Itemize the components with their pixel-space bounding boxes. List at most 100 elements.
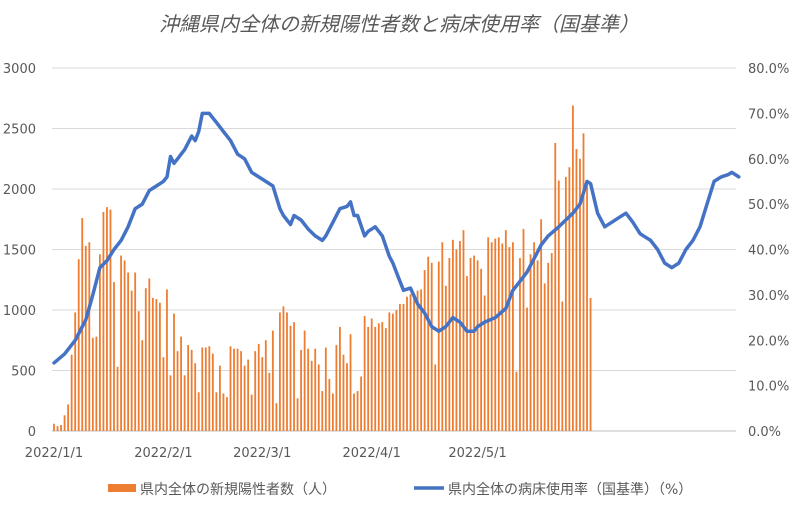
bar bbox=[102, 211, 105, 431]
bar bbox=[148, 278, 151, 431]
bar bbox=[328, 378, 331, 431]
bar bbox=[339, 326, 341, 431]
legend-line-label: 県内全体の病床使用率（国基準）（%） bbox=[448, 481, 692, 498]
bar bbox=[423, 270, 426, 431]
bar bbox=[540, 219, 543, 431]
bar bbox=[286, 312, 288, 431]
bar bbox=[388, 312, 391, 431]
right-tick-label: 30.0% bbox=[748, 289, 789, 304]
bar bbox=[508, 247, 511, 431]
legend-bar-label: 県内全体の新規陽性者数（人） bbox=[140, 481, 336, 498]
bar bbox=[557, 180, 560, 431]
bar bbox=[550, 253, 553, 431]
bar bbox=[519, 257, 521, 431]
bar bbox=[271, 330, 274, 431]
bar bbox=[257, 343, 260, 431]
bar bbox=[127, 272, 130, 431]
bar bbox=[176, 351, 179, 431]
chart-title: 沖縄県内全体の新規陽性者数と病床使用率（国基準） bbox=[159, 12, 639, 36]
right-tick-label: 70.0% bbox=[748, 107, 789, 122]
bar bbox=[60, 424, 62, 431]
bar bbox=[109, 209, 112, 431]
bar bbox=[321, 391, 324, 431]
bar bbox=[91, 337, 94, 431]
x-tick-label: 2022/2/1 bbox=[134, 446, 192, 461]
left-tick-label: 1000 bbox=[3, 304, 36, 319]
bar bbox=[275, 403, 278, 431]
bar bbox=[476, 260, 479, 431]
bar bbox=[113, 282, 115, 431]
bar bbox=[349, 334, 352, 431]
bar bbox=[487, 237, 490, 431]
bar bbox=[490, 242, 493, 431]
bar bbox=[141, 340, 144, 431]
bar bbox=[303, 330, 306, 431]
bar bbox=[575, 149, 578, 431]
bar bbox=[483, 295, 486, 431]
bar bbox=[384, 328, 387, 431]
bar bbox=[501, 243, 504, 431]
bar bbox=[250, 394, 253, 431]
bar bbox=[363, 316, 366, 431]
bar bbox=[402, 303, 405, 431]
bar bbox=[236, 348, 239, 431]
bar bbox=[243, 365, 246, 431]
bar bbox=[409, 294, 412, 431]
bar bbox=[324, 347, 327, 431]
bar bbox=[377, 323, 380, 431]
bar bbox=[120, 255, 122, 431]
bar bbox=[247, 359, 250, 431]
x-axis-ticks: 2022/1/1 2022/2/1 2022/3/1 2022/4/1 2022/5/1 bbox=[25, 446, 507, 461]
bar bbox=[582, 133, 585, 431]
left-tick-label: 2000 bbox=[3, 183, 36, 198]
bar bbox=[466, 276, 468, 431]
bar bbox=[437, 261, 440, 431]
bar bbox=[331, 393, 334, 431]
right-tick-label: 50.0% bbox=[748, 198, 789, 213]
right-tick-label: 80.0% bbox=[748, 62, 789, 77]
bar bbox=[515, 371, 518, 431]
bar bbox=[166, 289, 168, 431]
bar bbox=[56, 426, 59, 431]
bar bbox=[494, 238, 497, 431]
right-tick-label: 0.0% bbox=[748, 425, 781, 440]
bar bbox=[579, 158, 581, 431]
bar bbox=[469, 257, 472, 431]
left-tick-label: 1500 bbox=[3, 244, 36, 259]
bar bbox=[70, 354, 73, 431]
right-axis-ticks: 0.0% 10.0% 20.0% 30.0% 40.0% 50.0% 60.0% 70.0% 8… bbox=[748, 62, 789, 440]
bar bbox=[194, 363, 197, 431]
bar bbox=[434, 364, 437, 431]
bar bbox=[430, 262, 433, 431]
bar bbox=[360, 376, 363, 431]
bar bbox=[586, 184, 588, 431]
gridlines bbox=[52, 67, 736, 432]
bar bbox=[279, 312, 281, 431]
bar bbox=[159, 302, 161, 431]
x-tick-label: 2022/1/1 bbox=[25, 446, 83, 461]
bar bbox=[173, 313, 175, 431]
bar bbox=[427, 256, 430, 431]
right-tick-label: 10.0% bbox=[748, 380, 789, 395]
bar bbox=[226, 397, 228, 431]
bar bbox=[568, 167, 571, 431]
bar bbox=[374, 326, 377, 431]
bar bbox=[233, 348, 235, 431]
bar bbox=[261, 357, 264, 431]
x-tick-label: 2022/4/1 bbox=[343, 446, 401, 461]
bar bbox=[84, 245, 87, 431]
bar bbox=[413, 294, 415, 431]
bar bbox=[480, 268, 483, 431]
bar bbox=[307, 348, 310, 431]
bar bbox=[512, 242, 514, 431]
bar bbox=[529, 254, 532, 431]
bar bbox=[155, 299, 158, 431]
right-tick-label: 20.0% bbox=[748, 334, 789, 349]
bar bbox=[317, 364, 320, 431]
bar bbox=[554, 143, 557, 431]
bar bbox=[462, 230, 465, 431]
bar bbox=[441, 242, 444, 431]
bar bbox=[296, 398, 299, 431]
bar bbox=[219, 365, 221, 431]
bar bbox=[268, 372, 271, 431]
